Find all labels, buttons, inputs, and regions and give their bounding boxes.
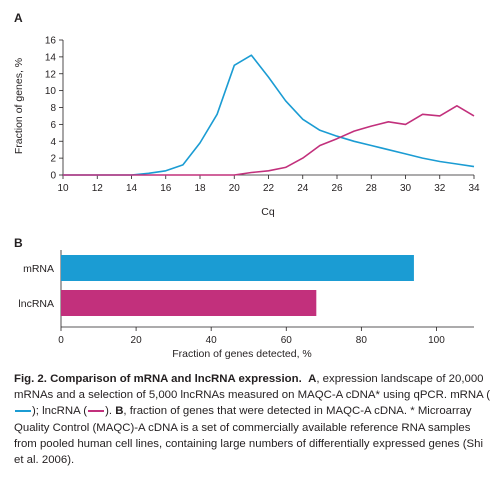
lncrna-bar [61,290,317,316]
panel-b-x-ticks: 0 20 40 60 80 100 [58,327,445,346]
panel-a-y-tick-label: 8 [50,103,56,114]
caption-label-b: B [115,405,124,418]
panel-a-y-tick-label: 16 [45,36,57,47]
mrna-category-label: mRNA [23,263,54,275]
panel-a-x-tick-label: 16 [160,183,172,194]
panel-a-y-tick-label: 4 [50,137,56,148]
panel-a-x-tick-label: 32 [434,183,446,194]
panel-a-y-ticks: 0 2 4 6 8 10 12 14 16 [45,36,63,182]
panel-a-x-tick-label: 24 [297,183,309,194]
panel-b-x-tick-label: 40 [206,335,218,346]
panel-b-x-tick-label: 100 [428,335,445,346]
panel-a-x-tick-label: 26 [331,183,343,194]
panel-b-x-tick-label: 80 [356,335,368,346]
panel-a-x-tick-label: 14 [126,183,138,194]
panel-a-x-tick-label: 10 [57,183,69,194]
panel-a-label: A [14,11,23,25]
panel-b-bars [61,255,414,316]
panel-a-y-tick-label: 12 [45,69,57,80]
caption-text-4: , fraction of genes that were detected i… [14,405,483,467]
panel-a-axes [62,40,474,176]
panel-a-y-tick-label: 0 [50,171,56,182]
panel-b-x-tick-label: 20 [131,335,143,346]
caption-label-a: A [308,373,317,385]
lncrna-category-label: lncRNA [18,298,54,310]
panel-a-x-tick-label: 20 [229,183,241,194]
mrna-legend-swatch [15,410,31,413]
caption-text-1: , expression landscape of 20,000 mRNAs a… [14,373,491,402]
panel-b-x-tick-label: 60 [281,335,293,346]
panel-a-y-tick-label: 14 [45,52,57,63]
caption-text-2: ); lncRNA ( [32,405,88,418]
panel-a-x-ticks: 10 12 14 16 18 20 22 24 26 28 30 32 34 [57,175,480,194]
panel-a-x-tick-label: 28 [366,183,378,194]
panel-a-x-axis-title: Cq [261,206,275,218]
panel-b-x-axis-title: Fraction of genes detected, % [172,348,312,360]
mrna-bar [61,255,414,281]
caption-title: Fig. 2. Comparison of mRNA and lncRNA ex… [14,373,302,385]
panel-a-x-tick-label: 34 [468,183,480,194]
lncrna-legend-swatch [88,410,105,413]
panel-b-category-labels: mRNA lncRNA [18,263,54,310]
panel-a-x-tick-label: 12 [92,183,104,194]
lncrna-series-line [63,105,475,176]
mrna-series-line [63,54,475,176]
panel-a-y-axis-title: Fraction of genes, % [13,58,25,154]
panel-a-y-tick-label: 10 [45,86,57,97]
panel-a-x-tick-label: 30 [400,183,412,194]
panel-a-x-tick-label: 22 [263,183,275,194]
panel-b-label: B [14,236,23,250]
caption-text-3: ). [105,405,116,418]
panel-b-bar-chart: mRNA lncRNA 0 20 40 60 80 100 Fraction of gene… [18,250,474,360]
figure-caption: Fig. 2. Comparison of mRNA and lncRNA ex… [14,371,492,468]
panel-a-series [63,54,475,176]
panel-a-x-tick-label: 18 [194,183,206,194]
panel-a-y-tick-label: 6 [50,120,56,131]
panel-a-y-tick-label: 2 [50,154,56,165]
panel-b-x-tick-label: 0 [58,335,64,346]
